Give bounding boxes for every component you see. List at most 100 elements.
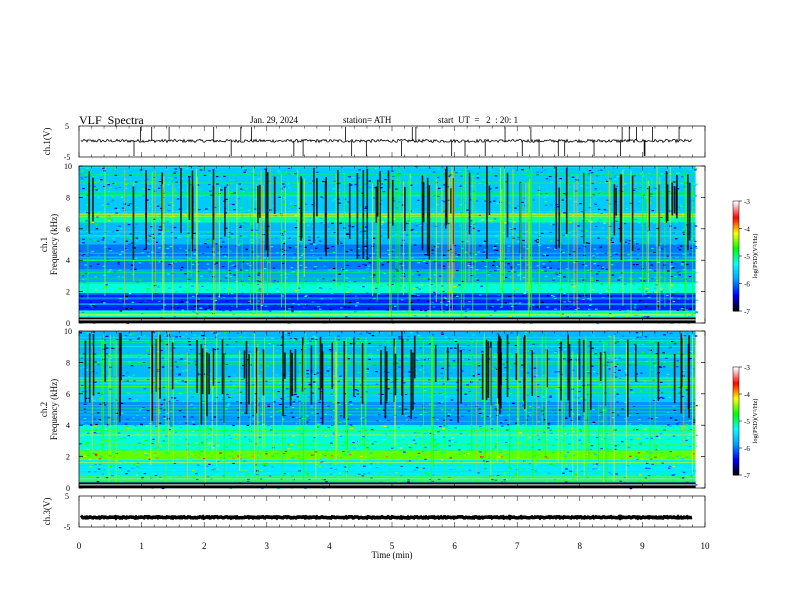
- ch1-colorbar-cell: [733, 216, 739, 218]
- ch2-colorbar-cell: [733, 369, 739, 372]
- ch2-colorbar-cell: [733, 464, 739, 467]
- ch2-colorbar-cell: [733, 423, 739, 426]
- ch2-colorbar-cell: [733, 381, 739, 384]
- ch2-colorbar-cell: [733, 454, 739, 457]
- ch1-spectrogram-sferics: [87, 166, 694, 323]
- ch2-colorbar-cell: [733, 434, 739, 437]
- ch1-colorbar-cell: [733, 243, 739, 246]
- x-tick-label: 8: [578, 541, 583, 551]
- ch1-colorbar-cell: [733, 249, 739, 251]
- ch1-colorbar-cell: [733, 262, 739, 265]
- ch1-colorbar-cell: [733, 229, 739, 232]
- ch2-colorbar-cell: [733, 414, 739, 417]
- ch1-colorbar-cell: [733, 234, 739, 236]
- ch1-colorbar-cell: [733, 238, 739, 240]
- panel-2-ytick-label: 4: [66, 256, 70, 265]
- ch2-colorbar-cell: [733, 394, 739, 396]
- ch1-colorbar-tick-label: -3: [744, 198, 750, 206]
- ch1-colorbar-cell: [733, 302, 739, 305]
- ch1-spectrogram-band: [79, 166, 696, 214]
- ch1-colorbar-cell: [733, 287, 739, 290]
- ch1-colorbar-cell: [733, 308, 739, 311]
- ch2-colorbar-cell: [733, 469, 739, 472]
- ch2-colorbar-cell: [733, 448, 739, 450]
- ch2-colorbar-cell: [733, 422, 739, 425]
- ch1-colorbar-tick-label: -4: [744, 226, 750, 234]
- ch2-colorbar-cell: [733, 452, 739, 454]
- ch1-colorbar-cell: [733, 289, 739, 291]
- ch1-colorbar-cell: [733, 205, 739, 207]
- panel-1-ytick-label: -5: [64, 153, 71, 162]
- ch2-colorbar-cell: [733, 433, 739, 435]
- ch1-colorbar-cell: [733, 235, 739, 238]
- ch1-colorbar-cell: [733, 298, 739, 301]
- ch2-colorbar-cell: [733, 396, 739, 399]
- ch2-colorbar-cell: [733, 435, 739, 438]
- x-tick-label: 5: [390, 541, 395, 551]
- panel-1-ylabel: ch.1(V): [42, 128, 52, 156]
- ch1-colorbar-cell: [733, 242, 739, 245]
- ch2-colorbar-cell: [733, 425, 739, 427]
- ch1-colorbar-cell: [733, 212, 739, 214]
- ch1-colorbar-cell: [733, 278, 739, 280]
- ch1-colorbar-cell: [733, 228, 739, 231]
- ch1-colorbar-cell: [733, 260, 739, 262]
- ch2-colorbar-tick-label: -3: [744, 364, 750, 372]
- ch2-colorbar-cell: [733, 373, 739, 376]
- panel-3-ytick-label: 8: [66, 358, 70, 367]
- ch2-colorbar-cell: [733, 388, 739, 391]
- ch2-colorbar-tick-label: -4: [744, 391, 750, 399]
- ch1-colorbar-cell: [733, 239, 739, 242]
- ch1-spectrogram-band: [79, 293, 696, 311]
- date-label: Jan. 29, 2024: [250, 115, 298, 125]
- ch2-colorbar-cell: [733, 400, 739, 403]
- ch1-colorbar-cell: [733, 201, 739, 203]
- x-axis-label: Time (min): [372, 550, 413, 560]
- ch2-colorbar-cell: [733, 457, 739, 460]
- ch2-colorbar-cell: [733, 408, 739, 411]
- ch1-colorbar-cell: [733, 269, 739, 272]
- panel-2-ylabel: Frequency (kHz): [49, 214, 59, 275]
- ch1-colorbar-cell: [733, 231, 739, 234]
- ch1-colorbar-label: log(PSD)(V²/Hz): [752, 234, 759, 279]
- start-time-label: start UT = 2 : 20: 1: [438, 115, 519, 125]
- ch2-colorbar-cell: [733, 450, 739, 453]
- ch2-colorbar-cell: [733, 392, 739, 395]
- ch1-waveform-trace: [80, 138, 693, 144]
- ch2-colorbar-cell: [733, 404, 739, 407]
- ch2-colorbar-cell: [733, 398, 739, 400]
- ch2-colorbar-cell: [733, 379, 739, 381]
- ch2-colorbar-cell: [733, 411, 739, 414]
- ch1-colorbar-cell: [733, 294, 739, 297]
- ch1-colorbar-cell: [733, 283, 739, 286]
- station-label: station= ATH: [343, 115, 392, 125]
- ch1-colorbar-tick-label: -6: [744, 281, 750, 289]
- ch2-spectrogram-band: [79, 451, 696, 460]
- ch1-colorbar-cell: [733, 207, 739, 210]
- ch2-colorbar-cell: [733, 460, 739, 462]
- ch1-colorbar-cell: [733, 257, 739, 260]
- ch1-colorbar-cell: [733, 202, 739, 205]
- ch2-spectrogram-sferics: [84, 331, 697, 488]
- ch1-colorbar-cell: [733, 286, 739, 289]
- ch1-colorbar-cell: [733, 217, 739, 220]
- ch1-colorbar-cell: [733, 264, 739, 267]
- ch2-colorbar-cell: [733, 383, 739, 386]
- ch2-colorbar-cell: [733, 466, 739, 469]
- ch1-colorbar-tick-label: -5: [744, 253, 750, 261]
- panel-2-ytick-label: 10: [64, 162, 72, 171]
- ch1-colorbar-cell: [733, 284, 739, 287]
- ch1-colorbar-cell: [733, 271, 739, 273]
- ch1-colorbar-cell: [733, 247, 739, 250]
- ch2-colorbar-cell: [733, 430, 739, 433]
- ch2-colorbar-cell: [733, 385, 739, 388]
- x-tick-label: 7: [515, 541, 520, 551]
- ch2-colorbar-cell: [733, 410, 739, 413]
- ch1-colorbar-cell: [733, 267, 739, 269]
- ch1-colorbar-cell: [733, 279, 739, 282]
- ch2-colorbar-tick-label: -6: [744, 445, 750, 453]
- ch1-colorbar-cell: [733, 306, 739, 309]
- ch1-colorbar-cell: [733, 246, 739, 249]
- ch2-colorbar-cell: [733, 427, 739, 430]
